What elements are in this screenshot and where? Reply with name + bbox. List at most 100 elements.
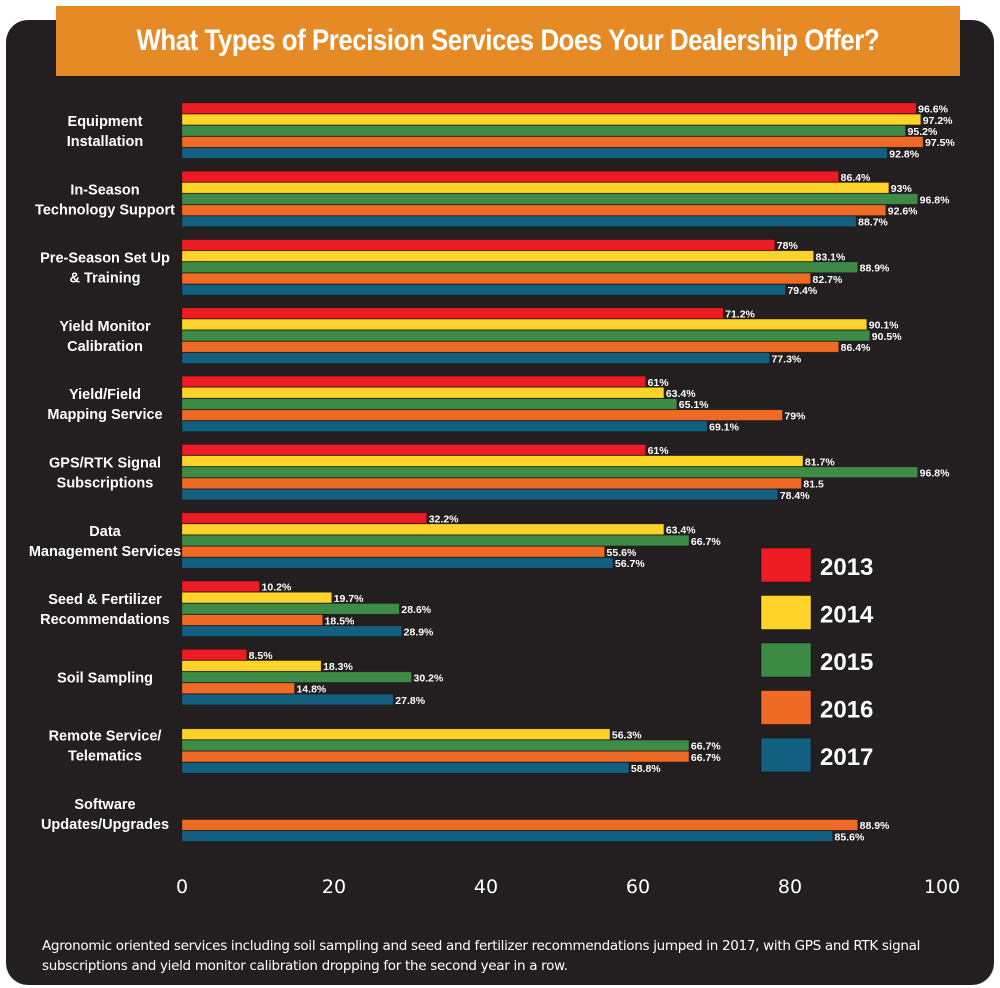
bar-2014 <box>181 455 804 467</box>
bar-group-data-management-services: 32.2% 63.4%66.7% 55.6%56.7% <box>181 512 721 570</box>
bar-2017 <box>181 215 857 228</box>
value-label-2014: 56.3% <box>612 730 642 742</box>
x-tick-label: 0 <box>176 876 188 898</box>
category-label: Yield/Field <box>69 387 141 403</box>
bar-group-pre-season-set-up-training: 78% 83.1% 88.9% 82.7%79.4% <box>181 239 890 297</box>
bar-2015 <box>181 261 858 273</box>
value-label-2015: 96.8% <box>920 194 950 206</box>
bar-2015 <box>181 329 871 342</box>
bar-2014 <box>181 182 890 194</box>
bar-2017 <box>181 762 630 774</box>
legend-item-2015: 2015 <box>760 642 873 678</box>
bar-group-equipment-installation: 96.6%97.2%95.2%97.5% 92.8% <box>181 102 955 160</box>
value-label-2013: 61% <box>648 445 670 457</box>
category-label: Soil Sampling <box>57 670 153 686</box>
value-label-2015: 65.1% <box>679 399 709 411</box>
bar-group-seed-fertilizer-recommendations: 10.2% 19.7% 28.6% 18.5% 28.9% <box>181 580 434 639</box>
legend-label: 2016 <box>820 697 873 724</box>
category-label: Data <box>89 524 121 540</box>
legend-item-2013: 2013 <box>760 547 873 583</box>
legend-swatch <box>760 737 812 773</box>
bar-2015 <box>181 603 400 615</box>
legend-item-2016: 2016 <box>760 690 873 725</box>
value-label-2016: 14.8% <box>296 684 326 696</box>
bar-2016 <box>181 819 858 831</box>
category-labels: Equipment Installation In-Season Technology… <box>29 114 181 833</box>
category-label: In-Season <box>70 182 139 198</box>
x-tick-label: 20 <box>322 876 346 898</box>
value-label-2017: 78.4% <box>780 490 810 502</box>
value-label-2013: 71.2% <box>725 309 755 321</box>
legend-label: 2015 <box>820 649 873 676</box>
bars-layer: 96.6%97.2%95.2%97.5%92.8%86.4%93%96.8%92… <box>181 102 955 843</box>
bar-group-software-updates-upgrades: 88.9%85.6% <box>181 819 890 843</box>
value-label-2017: 56.7% <box>615 558 645 570</box>
legend-item-2014: 2014 <box>760 595 874 630</box>
x-tick-label: 80 <box>778 876 802 898</box>
bar-2016 <box>181 272 811 285</box>
bar-2017 <box>181 284 786 296</box>
legend-swatch <box>760 595 812 630</box>
value-label-2016: 79% <box>784 410 806 422</box>
bar-2017 <box>181 693 394 706</box>
value-label-2014: 18.3% <box>323 661 353 673</box>
bar-2016 <box>181 546 605 558</box>
category-label: Subscriptions <box>57 476 154 492</box>
value-label-2016: 18.5% <box>325 615 355 627</box>
bar-2016 <box>181 682 295 694</box>
bar-2013 <box>181 649 247 661</box>
bar-2014 <box>181 728 611 740</box>
category-label: Installation <box>67 134 144 150</box>
legend-label: 2017 <box>820 744 873 771</box>
legend-label: 2013 <box>820 554 873 581</box>
bar-2017 <box>181 420 708 432</box>
bar-2015 <box>181 739 690 751</box>
chart-title: What Types of Precision Services Does Yo… <box>136 24 880 57</box>
value-label-2013: 10.2% <box>262 582 292 594</box>
value-label-2013: 32.2% <box>429 513 459 525</box>
category-label: Software <box>74 797 135 813</box>
bar-2013 <box>181 239 776 251</box>
legend-item-2017: 2017 <box>760 737 873 773</box>
chart-caption: Agronomic oriented services including so… <box>42 938 921 974</box>
value-label-2016: 81.5 <box>803 479 824 491</box>
category-label: & Training <box>70 271 141 287</box>
bar-group-remote-service-telematics: 56.3% 66.7%66.7% 58.8% <box>181 728 721 775</box>
value-label-2014: 63.4% <box>666 388 696 400</box>
x-tick-label: 60 <box>626 876 650 898</box>
category-label: Mapping Service <box>47 407 162 423</box>
value-label-2016: 55.6% <box>607 547 637 559</box>
bar-2013 <box>181 512 428 524</box>
bar-2014 <box>181 523 665 535</box>
bar-2017 <box>181 488 779 501</box>
bar-2015 <box>181 671 412 683</box>
bar-group-soil-sampling: 8.5% 18.3% 30.2% 14.8% 27.8% <box>181 649 444 707</box>
bar-2014 <box>181 250 814 262</box>
x-tick-label: 100 <box>924 876 960 898</box>
value-label-2016: 66.7% <box>691 752 721 764</box>
bar-2013 <box>181 307 724 319</box>
category-label: Updates/Upgrades <box>41 817 169 833</box>
value-label-2014: 90.1% <box>869 320 899 332</box>
value-label-2013: 8.5% <box>249 650 274 662</box>
bar-2016 <box>181 477 802 490</box>
title-banner: What Types of Precision Services Does Yo… <box>56 6 960 76</box>
value-label-2016: 88.9% <box>860 820 890 832</box>
category-label: Telematics <box>68 749 142 765</box>
value-label-2016: 82.7% <box>813 274 843 286</box>
value-label-2015: 28.6% <box>401 604 431 616</box>
x-axis-ticks: 0 20 40 60 80 100 <box>176 876 960 898</box>
value-label-2014: 97.2% <box>923 115 953 127</box>
bar-2013 <box>181 171 839 183</box>
bar-group-yield-field-mapping-service: 61%63.4%65.1% 79% 69.1% <box>181 375 806 434</box>
category-label: Technology Support <box>35 202 175 218</box>
value-label-2015: 90.5% <box>872 331 902 343</box>
value-label-2017: 28.9% <box>404 627 434 639</box>
category-label: Yield Monitor <box>59 319 151 335</box>
bar-2017 <box>181 352 770 364</box>
value-label-2017: 27.8% <box>395 695 425 707</box>
x-tick-label: 40 <box>474 876 498 898</box>
bar-2013 <box>181 102 917 114</box>
bar-2014 <box>181 660 322 672</box>
